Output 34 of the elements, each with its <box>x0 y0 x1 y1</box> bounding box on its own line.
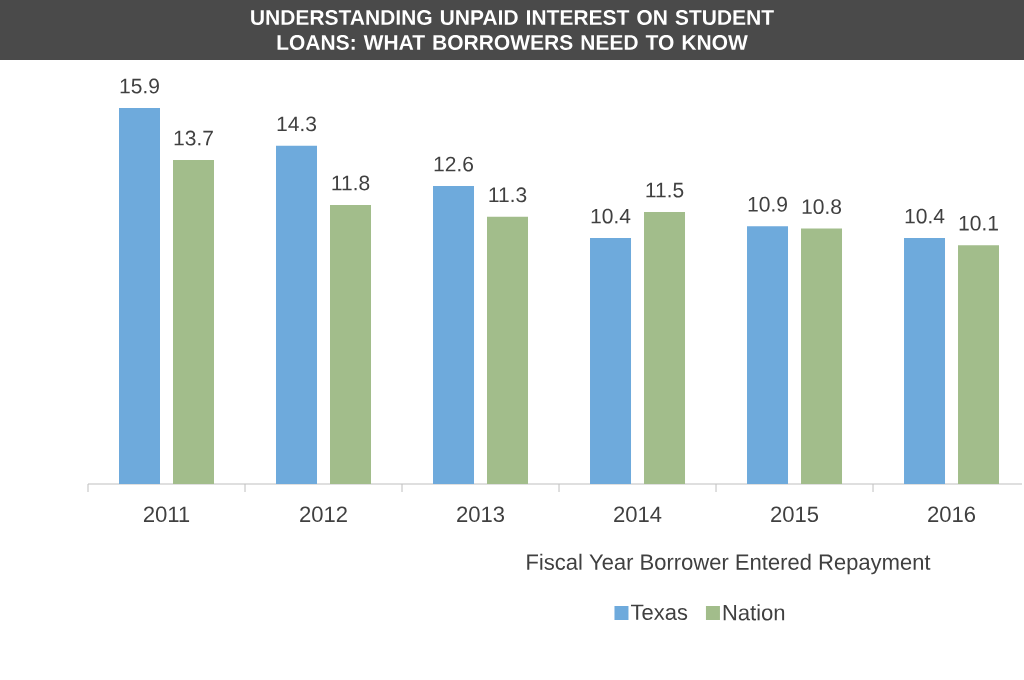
data-label: 10.1 <box>959 215 998 231</box>
x-tick-label: 2011 <box>143 506 190 523</box>
bar <box>747 226 789 484</box>
x-tick-label: 2014 <box>614 506 662 523</box>
data-label: 11.5 <box>646 182 684 198</box>
bar <box>433 186 475 484</box>
data-label: 11.8 <box>332 175 370 191</box>
x-axis-title: Fiscal Year Borrower Entered Repayment <box>527 553 931 575</box>
data-label: 15.9 <box>120 78 159 94</box>
bar <box>119 107 160 484</box>
bar <box>173 160 215 484</box>
bar <box>904 238 946 484</box>
data-label: 10.4 <box>591 208 631 224</box>
bar <box>958 245 1000 484</box>
data-label: 14.3 <box>277 116 317 132</box>
legend-label: Nation <box>723 604 785 621</box>
x-tick-label: 2015 <box>771 506 819 523</box>
legend-label: Texas <box>630 604 688 621</box>
x-tick-label: 2013 <box>457 506 505 523</box>
bar <box>276 145 318 484</box>
data-label: 10.9 <box>748 196 787 212</box>
data-label: 10.4 <box>905 208 945 224</box>
x-tick-label: 2012 <box>300 506 347 523</box>
data-label: 10.8 <box>802 199 842 215</box>
chart-title: UNDERSTANDING UNPAID INTEREST ON STUDENT LOANS: WHAT BORROWERS NEED TO KNOW <box>251 10 774 50</box>
bar <box>330 204 372 484</box>
bar <box>801 228 843 484</box>
x-tick-label: 2016 <box>928 506 976 523</box>
data-label: 13.7 <box>174 130 213 146</box>
data-label: 12.6 <box>434 156 474 172</box>
data-label: 11.3 <box>489 187 527 203</box>
bar <box>487 216 529 484</box>
bar <box>590 238 632 484</box>
bar <box>644 212 686 484</box>
